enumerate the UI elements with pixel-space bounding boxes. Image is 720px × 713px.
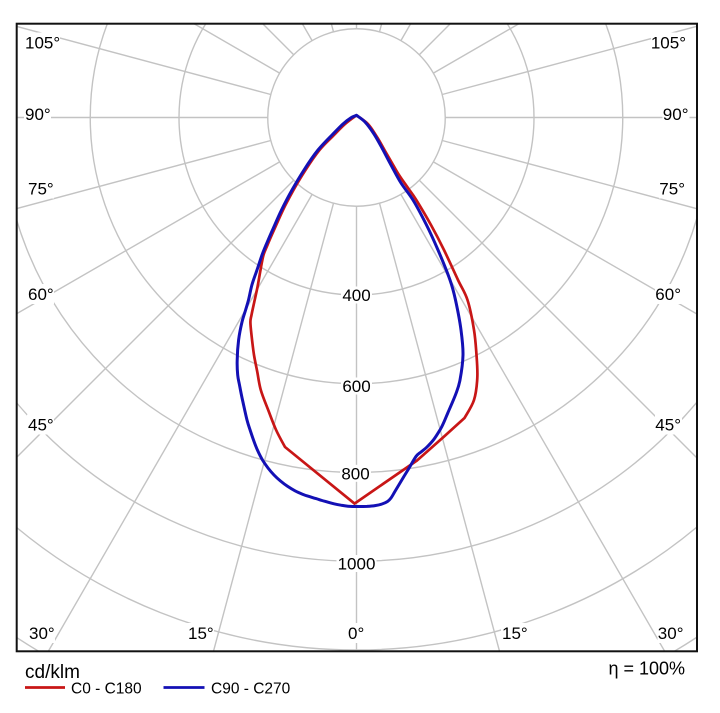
svg-text:0°: 0°	[348, 624, 364, 643]
svg-text:60°: 60°	[655, 285, 681, 304]
svg-text:90°: 90°	[25, 105, 51, 124]
svg-text:45°: 45°	[655, 416, 681, 435]
svg-text:90°: 90°	[663, 105, 689, 124]
svg-text:30°: 30°	[658, 624, 684, 643]
svg-text:800: 800	[341, 464, 369, 483]
svg-text:η = 100%: η = 100%	[608, 659, 685, 679]
svg-text:15°: 15°	[188, 624, 214, 643]
svg-text:400: 400	[342, 286, 370, 305]
svg-text:75°: 75°	[28, 180, 54, 199]
svg-text:600: 600	[342, 377, 370, 396]
svg-text:C90 - C270: C90 - C270	[211, 681, 291, 698]
svg-text:105°: 105°	[651, 34, 686, 53]
svg-text:105°: 105°	[25, 34, 60, 53]
svg-text:15°: 15°	[502, 624, 528, 643]
svg-text:cd/klm: cd/klm	[25, 662, 80, 683]
svg-text:1000: 1000	[338, 555, 376, 574]
svg-text:30°: 30°	[29, 624, 55, 643]
svg-text:45°: 45°	[28, 416, 54, 435]
svg-text:75°: 75°	[659, 180, 685, 199]
svg-text:60°: 60°	[28, 285, 54, 304]
svg-text:C0 - C180: C0 - C180	[71, 681, 142, 698]
